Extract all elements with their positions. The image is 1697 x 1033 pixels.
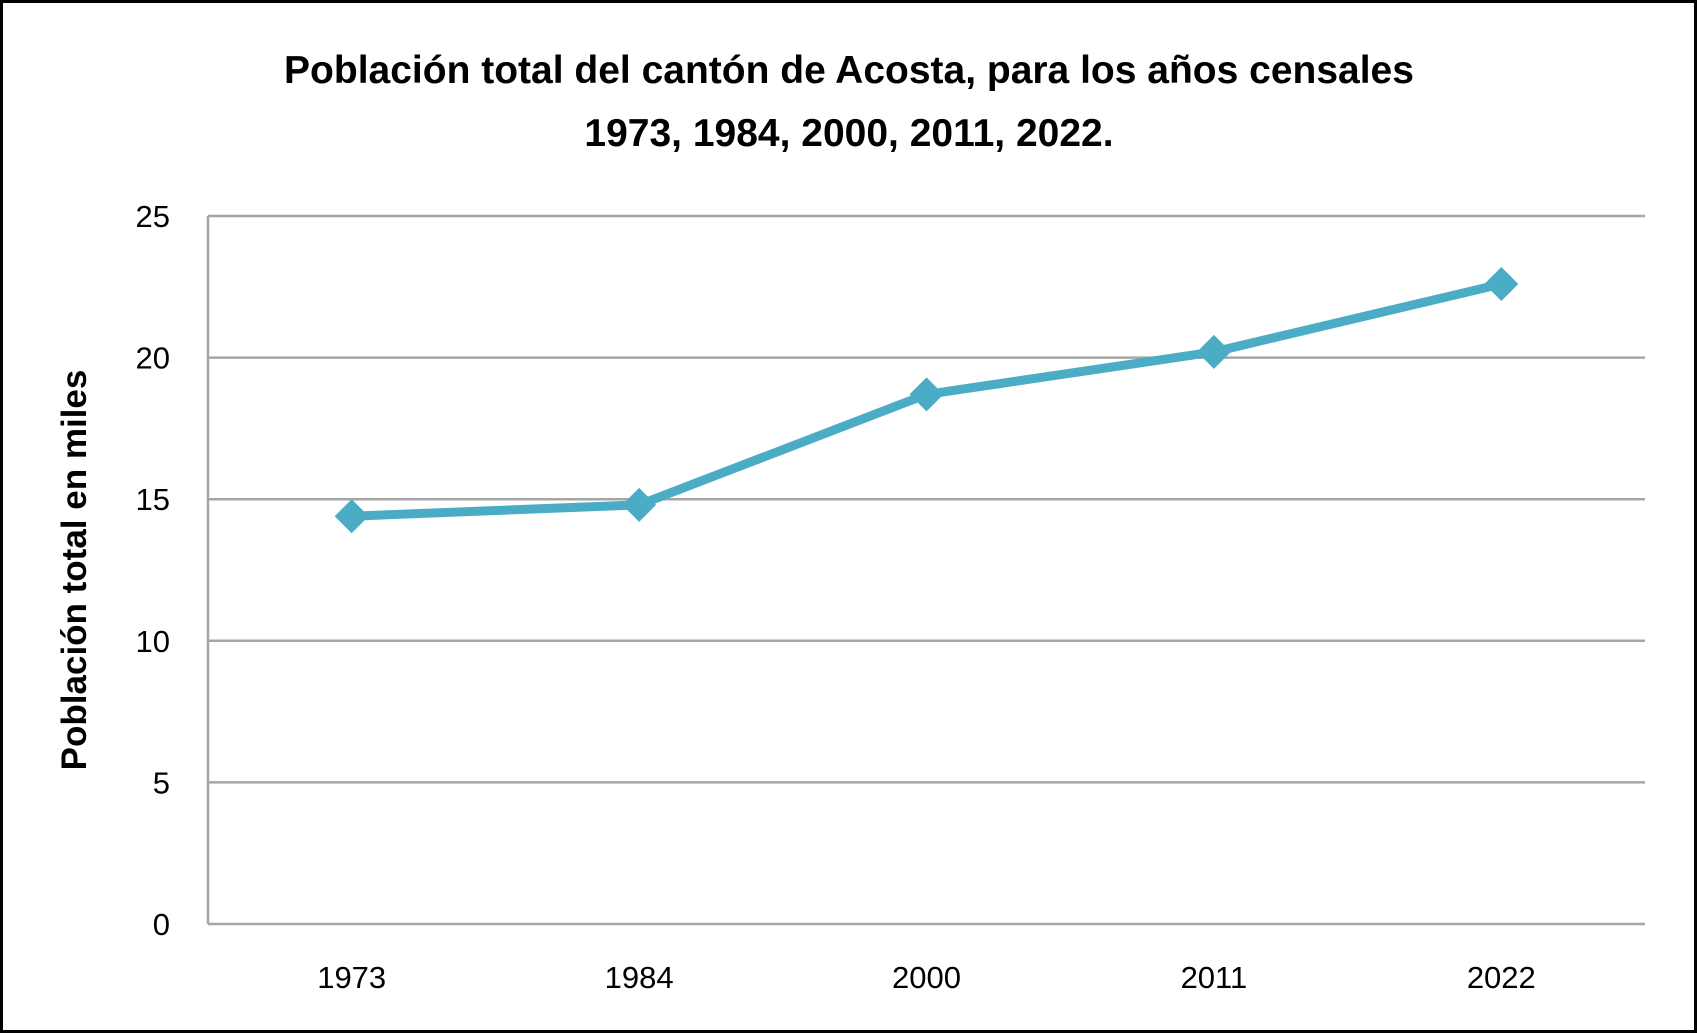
data-point-marker — [334, 499, 369, 534]
data-point-marker — [909, 377, 944, 412]
y-tick-label: 15 — [136, 482, 170, 517]
y-tick-label: 10 — [136, 624, 170, 659]
chart-title-line-1: Población total del cantón de Acosta, pa… — [284, 49, 1414, 92]
y-tick-label: 5 — [153, 765, 170, 800]
y-tick-label: 25 — [136, 199, 170, 234]
x-tick-label: 1973 — [317, 960, 386, 995]
x-tick-label: 2000 — [892, 960, 961, 995]
x-tick-label: 2011 — [1181, 960, 1248, 995]
y-tick-label: 0 — [153, 907, 170, 942]
x-tick-label: 2022 — [1467, 960, 1536, 995]
y-axis-label: Población total en miles — [55, 370, 94, 771]
data-point-marker — [1196, 334, 1231, 369]
x-tick-label: 1984 — [605, 960, 674, 995]
data-point-marker — [1484, 266, 1519, 301]
y-tick-label: 20 — [136, 341, 170, 376]
data-point-marker — [622, 487, 657, 522]
chart-title-line-2: 1973, 1984, 2000, 2011, 2022. — [584, 112, 1113, 155]
